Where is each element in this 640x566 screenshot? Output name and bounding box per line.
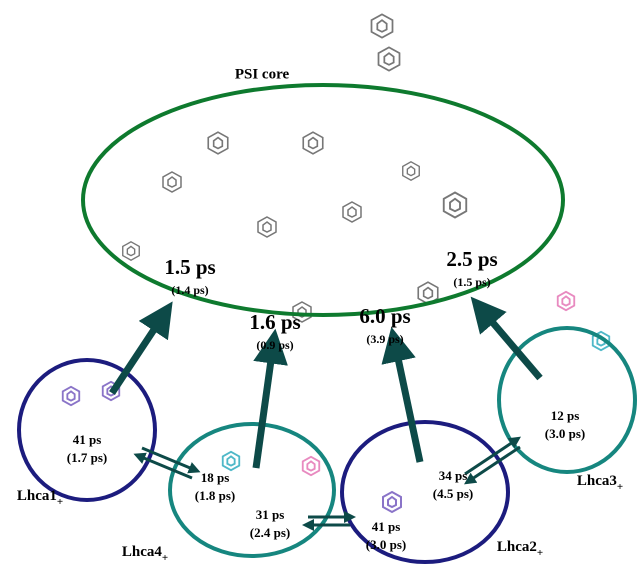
antenna-label: Lhca4+	[122, 544, 168, 563]
transfer-arrows	[112, 310, 540, 468]
antenna-time-alt: (1.7 ps)	[67, 450, 107, 465]
core-time: 1.5 ps	[164, 255, 215, 279]
antenna-time-alt: (3.0 ps)	[545, 426, 585, 441]
core-ellipse	[83, 85, 563, 315]
core-title: PSI core	[235, 66, 290, 82]
antenna-time-alt: (3.0 ps)	[366, 537, 406, 552]
antenna-time: 41 ps	[73, 432, 102, 447]
antenna-time-alt: (4.5 ps)	[433, 486, 473, 501]
core-time: 2.5 ps	[446, 247, 497, 271]
antenna-time-alt: (2.4 ps)	[250, 525, 290, 540]
core-time-alt: (1.5 ps)	[453, 275, 490, 289]
antenna-time: 12 ps	[551, 408, 580, 423]
antenna-time: 31 ps	[256, 507, 285, 522]
core-time-alt: (0.9 ps)	[256, 338, 293, 352]
molecules	[63, 14, 610, 512]
lhca1-ellipse	[19, 360, 155, 500]
diagram: PSI core 1.5 ps (1.4 ps) 1.6 ps (0.9 ps)…	[0, 0, 640, 566]
antenna-label: Lhca3+	[577, 473, 623, 492]
antenna-time: 18 ps	[201, 470, 230, 485]
core-time-alt: (1.4 ps)	[171, 283, 208, 297]
antenna-label: Lhca2+	[497, 539, 543, 558]
antenna-label: Lhca1+	[17, 488, 63, 507]
antenna-time-alt: (1.8 ps)	[195, 488, 235, 503]
core-time-alt: (3.9 ps)	[366, 332, 403, 346]
core-time: 6.0 ps	[359, 304, 410, 328]
antenna-time: 41 ps	[372, 519, 401, 534]
core-time: 1.6 ps	[249, 310, 300, 334]
antenna-time: 34 ps	[439, 468, 468, 483]
